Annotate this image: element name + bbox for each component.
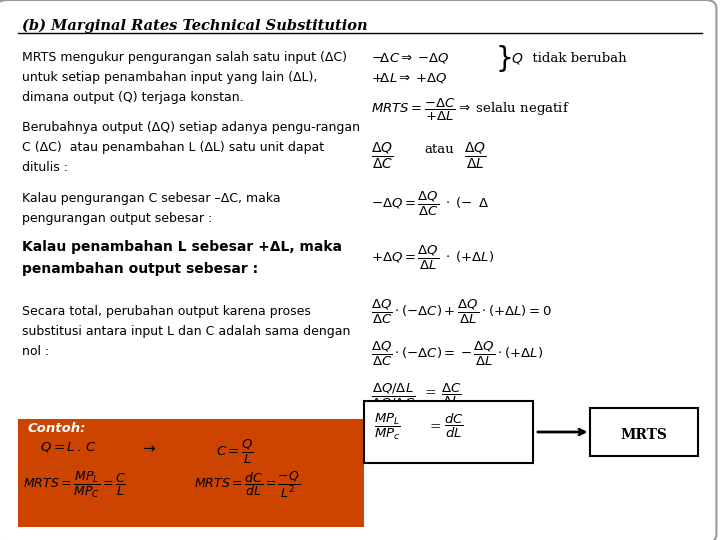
FancyBboxPatch shape: [364, 401, 533, 463]
FancyBboxPatch shape: [18, 418, 364, 526]
Text: Secara total, perubahan output karena proses: Secara total, perubahan output karena pr…: [22, 305, 310, 318]
Text: $+\Delta Q = \dfrac{\Delta Q}{\Delta L}\;\cdot\;(+\Delta L)$: $+\Delta Q = \dfrac{\Delta Q}{\Delta L}\…: [371, 244, 494, 272]
FancyBboxPatch shape: [590, 408, 698, 456]
Text: $\rightarrow$: $\rightarrow$: [140, 441, 158, 455]
Text: untuk setiap penambahan input yang lain (ΔL),: untuk setiap penambahan input yang lain …: [22, 71, 317, 84]
Text: dimana output (Q) terjaga konstan.: dimana output (Q) terjaga konstan.: [22, 91, 243, 104]
Text: $MRTS = \dfrac{MP_L}{MP_C} = \dfrac{C}{L}$: $MRTS = \dfrac{MP_L}{MP_C} = \dfrac{C}{L…: [23, 470, 126, 500]
Text: $\dfrac{\Delta Q}{\Delta C}\cdot(-\Delta C)=-\dfrac{\Delta Q}{\Delta L}\cdot(+\D: $\dfrac{\Delta Q}{\Delta C}\cdot(-\Delta…: [371, 340, 543, 368]
Text: MRTS mengukur pengurangan salah satu input (ΔC): MRTS mengukur pengurangan salah satu inp…: [22, 51, 346, 64]
Text: Kalau penambahan L sebesar +ΔL, maka: Kalau penambahan L sebesar +ΔL, maka: [22, 240, 341, 254]
Text: $\dfrac{\Delta Q}{\Delta C}$: $\dfrac{\Delta Q}{\Delta C}$: [371, 140, 393, 171]
Text: C (ΔC)  atau penambahan L (ΔL) satu unit dapat: C (ΔC) atau penambahan L (ΔL) satu unit …: [22, 141, 324, 154]
Text: Berubahnya output (ΔQ) setiap adanya pengu-rangan: Berubahnya output (ΔQ) setiap adanya pen…: [22, 122, 359, 134]
Text: $-\Delta Q = \dfrac{\Delta Q}{\Delta C}\;\cdot\;(-\;\;\Delta$: $-\Delta Q = \dfrac{\Delta Q}{\Delta C}\…: [371, 190, 490, 218]
Text: $\dfrac{MP_L}{MP_c}$: $\dfrac{MP_L}{MP_c}$: [374, 412, 401, 442]
Text: $\dfrac{\Delta Q/\Delta L}{\Delta Q/\Delta C}$: $\dfrac{\Delta Q/\Delta L}{\Delta Q/\Del…: [371, 382, 415, 411]
Text: Contoh:: Contoh:: [27, 422, 86, 435]
Text: Kalau pengurangan C sebesar –ΔC, maka: Kalau pengurangan C sebesar –ΔC, maka: [22, 192, 280, 205]
Text: $Q$: $Q$: [511, 51, 523, 66]
Text: $-\!\Delta C \Rightarrow -\!\Delta Q$: $-\!\Delta C \Rightarrow -\!\Delta Q$: [371, 51, 449, 65]
Text: $MRTS = \dfrac{-\Delta C}{+\Delta L} \Rightarrow$ selalu negatif: $MRTS = \dfrac{-\Delta C}{+\Delta L} \Ri…: [371, 97, 570, 123]
Text: ditulis :: ditulis :: [22, 161, 68, 174]
Text: =: =: [425, 386, 436, 400]
Text: $\dfrac{\Delta Q}{\Delta L}$: $\dfrac{\Delta Q}{\Delta L}$: [464, 140, 487, 171]
Text: nol :: nol :: [22, 345, 49, 358]
Text: $\}$: $\}$: [495, 43, 512, 74]
Text: $MRTS = \dfrac{dC}{dL} = \dfrac{-Q}{L^2}$: $MRTS = \dfrac{dC}{dL} = \dfrac{-Q}{L^2}…: [194, 470, 301, 500]
Text: (b) Marginal Rates Technical Substitution: (b) Marginal Rates Technical Substitutio…: [22, 19, 367, 33]
Text: $C = \dfrac{Q}{L}$: $C = \dfrac{Q}{L}$: [216, 437, 254, 465]
Text: pengurangan output sebesar :: pengurangan output sebesar :: [22, 212, 212, 225]
Text: $Q=L\,.\,C$: $Q=L\,.\,C$: [40, 440, 96, 454]
Text: atau: atau: [425, 143, 454, 156]
Text: $+\!\Delta L \Rightarrow +\!\Delta Q$: $+\!\Delta L \Rightarrow +\!\Delta Q$: [371, 71, 448, 85]
Text: $\dfrac{\Delta Q}{\Delta C}\cdot(-\Delta C)+\dfrac{\Delta Q}{\Delta L}\cdot(+\De: $\dfrac{\Delta Q}{\Delta C}\cdot(-\Delta…: [371, 298, 552, 326]
Text: penambahan output sebesar :: penambahan output sebesar :: [22, 262, 258, 276]
Text: tidak berubah: tidak berubah: [524, 52, 627, 65]
Text: =: =: [430, 420, 441, 434]
Text: $\dfrac{dC}{dL}$: $\dfrac{dC}{dL}$: [444, 412, 464, 440]
Text: $\dfrac{\Delta C}{\Delta L}$: $\dfrac{\Delta C}{\Delta L}$: [441, 382, 462, 408]
Text: substitusi antara input L dan C adalah sama dengan: substitusi antara input L dan C adalah s…: [22, 325, 350, 338]
Text: MRTS: MRTS: [620, 428, 667, 442]
